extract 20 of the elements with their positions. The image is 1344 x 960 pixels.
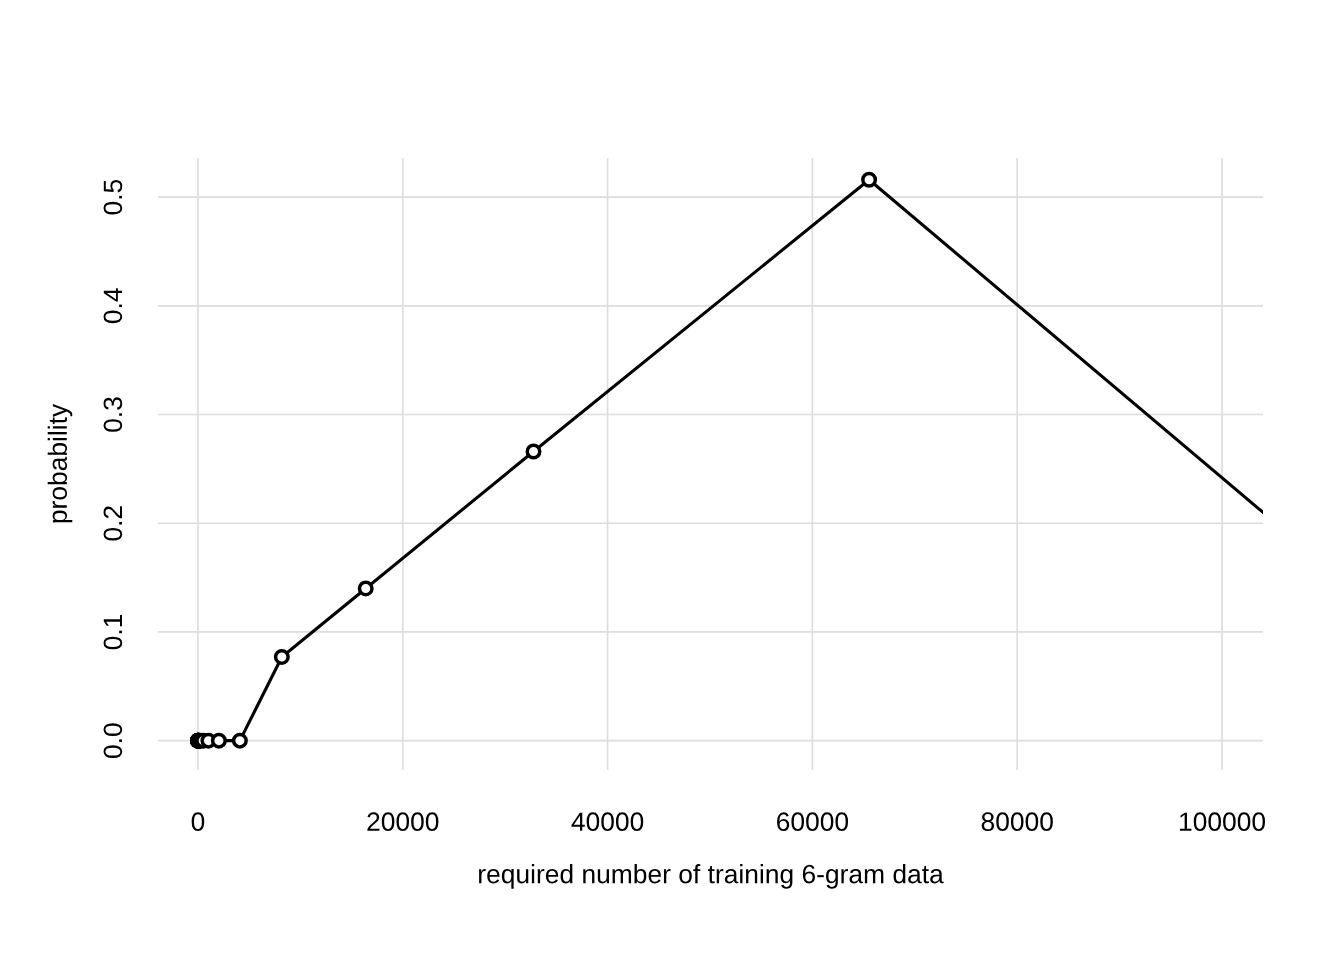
x-tick-label: 60000 [777,812,849,832]
x-tick-label: 20000 [367,812,439,832]
x-tick-label: 40000 [571,812,644,832]
y-tick-label: 0.0 [103,723,123,758]
y-tick-label: 0.5 [103,179,123,215]
y-tick-label: 0.2 [103,506,123,541]
point [210,732,227,749]
point [861,171,878,188]
x-tick-label: 80000 [981,812,1053,832]
y-tick-label: 0.1 [103,614,123,650]
y-tick-label: 0.4 [103,288,123,324]
x-axis-title: required number of training 6-gram data [479,864,944,889]
point [525,443,542,460]
x-tick-label: 0 [191,812,205,832]
x-tick-label: 100000 [1180,812,1266,832]
point [273,648,290,665]
point [357,580,374,597]
y-axis-title: probability [47,403,73,523]
point [231,732,248,749]
y-tick-label: 0.3 [103,397,123,432]
